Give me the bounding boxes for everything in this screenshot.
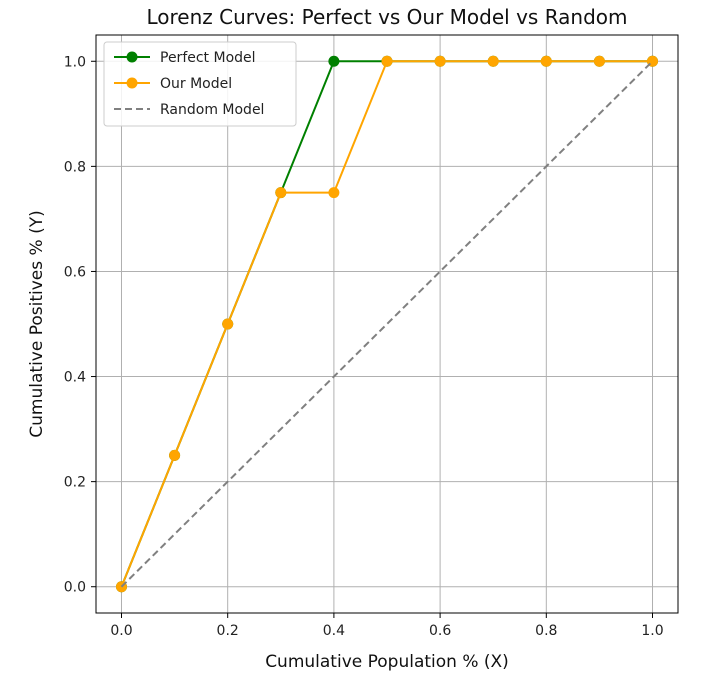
random-model-line (120, 60, 654, 588)
x-tick-label: 0.0 (110, 623, 132, 639)
y-tick-label: 1.0 (64, 54, 86, 70)
legend-random-model-label: Random Model (160, 102, 264, 118)
our-model-point (381, 55, 393, 67)
our-model-point (487, 55, 499, 67)
y-tick-label: 0.8 (64, 159, 86, 175)
plot-frame (95, 34, 679, 614)
our-model-point (328, 187, 340, 199)
legend-perfect-model-label: Perfect Model (160, 50, 256, 66)
our-model-point (540, 55, 552, 67)
legend-our-model-marker (126, 77, 138, 89)
legend-box (103, 41, 297, 127)
x-tick-label: 1.0 (641, 623, 663, 639)
y-tick-label: 0.6 (64, 264, 86, 280)
our-model-point (222, 318, 234, 330)
legend: Perfect Model Our Model Random Model (103, 41, 297, 127)
legend-perfect-model-marker (126, 51, 138, 63)
our-model-point (434, 55, 446, 67)
tick-layer: 0.0 0.2 0.4 0.6 0.8 1.0 0.0 0.2 0.4 0.6 0.8 1.0 (64, 54, 664, 639)
our-model-point (593, 55, 605, 67)
y-tick-label: 0.4 (64, 370, 86, 386)
x-tick-label: 0.6 (429, 623, 451, 639)
our-model-point (275, 187, 287, 199)
x-tick-label: 0.8 (535, 623, 557, 639)
x-tick-label: 0.4 (323, 623, 345, 639)
x-tick-label: 0.2 (217, 623, 239, 639)
y-tick-label: 0.0 (64, 580, 86, 596)
y-axis-label: Cumulative Positives % (Y) (27, 210, 47, 437)
legend-our-model-label: Our Model (160, 76, 232, 92)
our-model-point (169, 449, 181, 461)
y-tick-label: 0.2 (64, 475, 86, 491)
x-axis-label: Cumulative Population % (X) (265, 652, 509, 672)
perfect-model-point (328, 55, 340, 67)
series-layer (115, 55, 659, 593)
chart-title: Lorenz Curves: Perfect vs Our Model vs R… (146, 5, 627, 29)
